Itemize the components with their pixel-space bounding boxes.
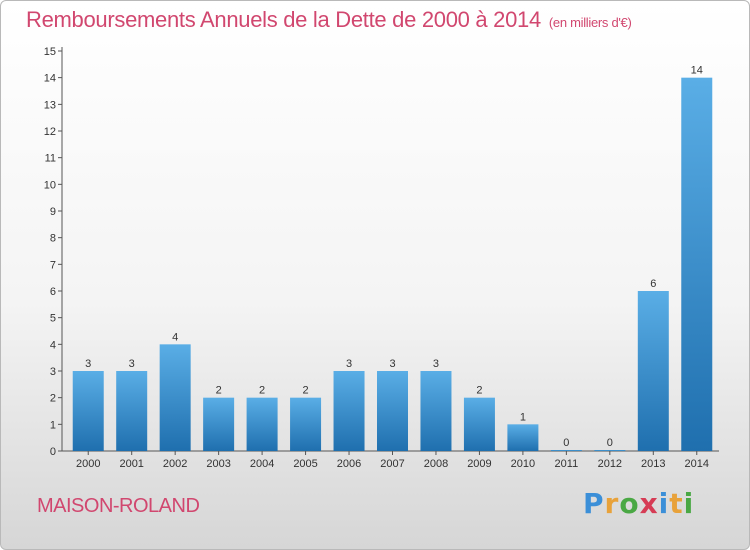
value-label-2010: 1: [520, 411, 526, 423]
value-label-2002: 4: [172, 331, 178, 343]
logo-letter: P: [583, 487, 605, 520]
y-tick-label: 11: [45, 153, 56, 165]
x-tick-label: 2003: [206, 458, 230, 470]
value-label-2013: 6: [650, 278, 656, 290]
logo-letter: r: [604, 487, 620, 520]
x-tick-label: 2009: [467, 458, 491, 470]
value-label-2014: 14: [691, 65, 703, 77]
logo-letter: i: [683, 487, 695, 520]
bar-2003: [203, 397, 235, 451]
x-tick-label: 2002: [163, 458, 187, 470]
y-tick-label: 0: [50, 446, 56, 458]
value-label-2008: 3: [433, 358, 439, 370]
value-label-2003: 2: [216, 385, 222, 397]
bar-2009: [463, 397, 495, 451]
logo-letter: o: [619, 487, 640, 520]
x-tick-label: 2010: [511, 458, 535, 470]
bar-2007: [377, 371, 408, 451]
y-tick-label: 12: [44, 126, 56, 138]
commune-name: MAISON-ROLAND: [37, 495, 200, 517]
bar-2001: [116, 371, 148, 451]
bar-2011: [550, 450, 582, 451]
y-tick-label: 7: [50, 259, 56, 271]
bar-2004: [246, 397, 278, 451]
bar-2013: [637, 291, 669, 451]
x-tick-label: 2006: [337, 458, 361, 470]
value-label-2006: 3: [346, 358, 352, 370]
bar-2002: [159, 344, 191, 451]
y-tick-label: 15: [44, 46, 56, 58]
y-tick-label: 13: [44, 99, 56, 111]
value-label-2012: 0: [607, 437, 613, 449]
x-tick-label: 2001: [119, 458, 143, 470]
bar-2010: [507, 424, 539, 451]
proxiti-logo[interactable]: Proxiti: [583, 487, 694, 520]
x-tick-label: 2000: [76, 458, 100, 470]
bars: [72, 77, 713, 452]
x-tick-label: 2007: [380, 458, 404, 470]
logo-letter: i: [658, 487, 670, 520]
value-label-2007: 3: [389, 358, 395, 370]
data-labels: 3 3 4 2 2 2 3 3 3 2 1 0 0 6 14: [85, 65, 703, 449]
value-label-2000: 3: [85, 358, 91, 370]
value-label-2004: 2: [259, 385, 265, 397]
bar-2012: [594, 450, 626, 451]
x-tick-label: 2011: [555, 458, 579, 470]
y-tick-label: 2: [50, 393, 56, 405]
value-label-2011: 0: [563, 437, 569, 449]
x-tick-label: 2005: [293, 458, 317, 470]
y-tick-label: 6: [50, 286, 56, 298]
y-tick-label: 14: [44, 73, 56, 85]
y-tick-label: 10: [44, 179, 56, 191]
value-label-2001: 3: [129, 358, 135, 370]
logo-letter: x: [639, 487, 659, 520]
bar-2000: [72, 371, 104, 451]
y-tick-label: 8: [50, 233, 56, 245]
x-tick-label: 2013: [641, 458, 665, 470]
title-unit: (en milliers d'€): [548, 15, 632, 30]
bar-2008: [420, 371, 452, 451]
x-tick-label: 2012: [598, 458, 622, 470]
value-label-2009: 2: [476, 385, 482, 397]
bar-2005: [290, 397, 322, 451]
title-text: Remboursements Annuels de la Dette de 20…: [26, 7, 541, 32]
y-tick-label: 4: [50, 339, 56, 351]
bar-2014: [681, 77, 713, 452]
y-tick-label: 9: [50, 206, 56, 218]
chart-title: Remboursements Annuels de la Dette de 20…: [26, 7, 632, 33]
y-tick-label: 1: [50, 419, 56, 431]
bar-2006: [333, 371, 365, 451]
x-tick-label: 2004: [250, 458, 274, 470]
x-tick-label: 2008: [424, 458, 448, 470]
x-tick-label: 2014: [685, 458, 709, 470]
y-tick-label: 3: [50, 366, 56, 378]
logo-letter: t: [669, 487, 684, 520]
value-label-2005: 2: [303, 385, 309, 397]
y-tick-label: 5: [50, 313, 56, 325]
